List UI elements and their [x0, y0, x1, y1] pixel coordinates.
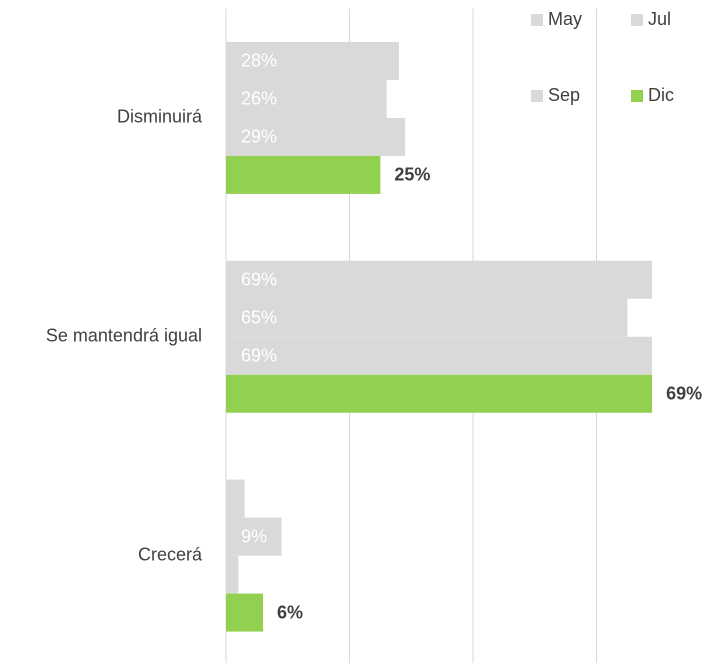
data-label: 6%	[277, 602, 303, 622]
data-label: 69%	[241, 270, 277, 290]
data-label: 65%	[241, 308, 277, 328]
bar	[226, 298, 628, 337]
y-tick-label: Disminuirá	[117, 107, 203, 127]
data-label: 69%	[241, 346, 277, 366]
bar	[226, 517, 282, 556]
legend-swatch	[631, 90, 643, 102]
legend-label: Sep	[548, 85, 580, 105]
bar	[226, 555, 239, 594]
y-tick-label: Crecerá	[138, 544, 203, 564]
legend-swatch	[631, 14, 643, 26]
legend-swatch	[531, 14, 543, 26]
data-label: 28%	[241, 51, 277, 71]
bar	[226, 41, 399, 80]
legend-label: Dic	[648, 85, 674, 105]
bar	[226, 593, 264, 632]
bar	[226, 117, 406, 156]
data-label: 26%	[241, 89, 277, 109]
data-label: 9%	[241, 526, 267, 546]
legend-label: May	[548, 9, 582, 29]
data-label: 29%	[241, 127, 277, 147]
bar	[226, 79, 387, 118]
bar	[226, 155, 381, 194]
bar	[226, 374, 653, 413]
y-tick-label: Se mantendrá igual	[46, 326, 202, 346]
data-label: 69%	[666, 384, 702, 404]
legend-swatch	[531, 90, 543, 102]
bar	[226, 336, 653, 375]
legend-label: Jul	[648, 9, 671, 29]
data-label: 25%	[394, 165, 430, 185]
bar	[226, 479, 245, 518]
bar	[226, 260, 653, 299]
